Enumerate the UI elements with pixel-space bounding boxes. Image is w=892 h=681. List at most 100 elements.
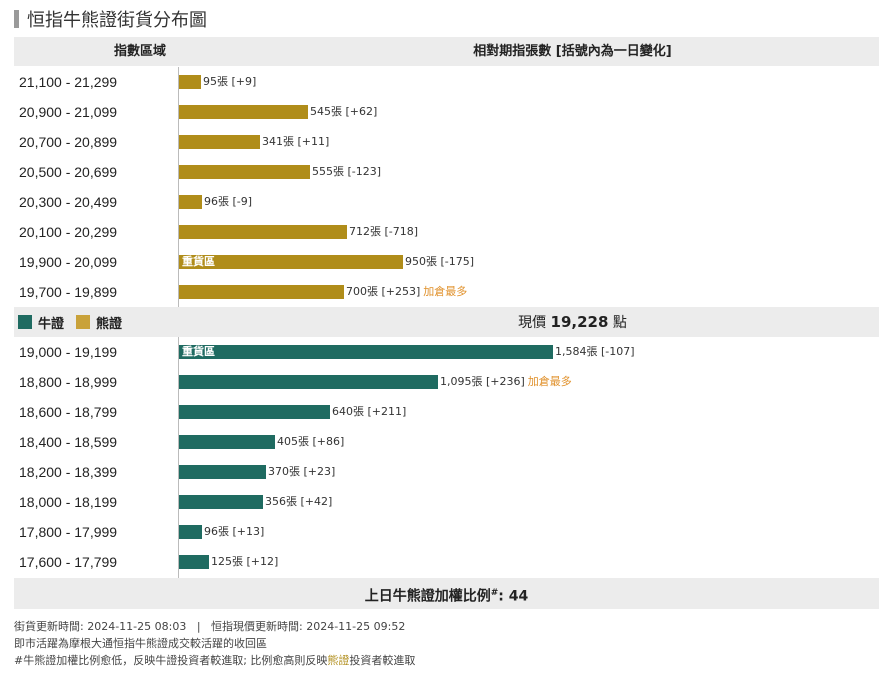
bear-row: 21,100 - 21,299 95張 [+9] [14, 67, 879, 97]
bear-bar [179, 285, 344, 299]
bull-range-label: 17,600 - 17,799 [19, 554, 118, 570]
bear-range-label: 20,700 - 20,899 [19, 134, 118, 150]
contracts-change-text: 96張 [+13] [204, 525, 265, 538]
footnote-ratio: #牛熊證加權比例愈低，反映牛證投資者較進取; 比例愈高則反映熊證投資者較進取 [14, 654, 416, 667]
bull-value-label: 370張 [+23] [268, 457, 335, 487]
bear-row: 20,100 - 20,299 712張 [-718] [14, 217, 879, 247]
contracts-change-text: 96張 [-9] [204, 195, 253, 208]
contracts-change-text: 712張 [-718] [349, 225, 419, 238]
bear-range-label: 19,900 - 20,099 [19, 254, 118, 270]
bull-range-label: 17,800 - 17,999 [19, 524, 118, 540]
weighted-ratio-row: 上日牛熊證加權比例#: 44 [14, 578, 879, 609]
update-times: 街貨更新時間: 2024-11-25 08:03 | 恒指現價更新時間: 202… [14, 620, 406, 633]
bear-bar [179, 75, 201, 89]
contracts-change-text: 545張 [+62] [310, 105, 378, 118]
bear-range-label: 20,100 - 20,299 [19, 224, 118, 240]
contracts-change-text: 405張 [+86] [277, 435, 345, 448]
bear-value-label: 96張 [-9] [204, 187, 252, 217]
bull-range-label: 18,200 - 18,399 [19, 464, 118, 480]
bull-row: 18,000 - 18,199 356張 [+42] [14, 487, 879, 517]
bull-value-label: 125張 [+12] [211, 547, 278, 577]
bear-value-label: 700張 [+253] 加倉最多 [346, 277, 467, 307]
contracts-change-text: 700張 [+253] [346, 285, 421, 298]
bear-range-label: 19,700 - 19,899 [19, 284, 118, 300]
legend: 牛證 熊證 [18, 307, 122, 337]
bear-value-label: 555張 [-123] [312, 157, 381, 187]
ratio-label: 上日牛熊證加權比例 [364, 588, 491, 605]
bull-bar: 重貨區 [179, 345, 553, 359]
contracts-change-text: 640張 [+211] [332, 405, 407, 418]
bear-value-label: 341張 [+11] [262, 127, 329, 157]
contracts-change-text: 125張 [+12] [211, 555, 279, 568]
bull-row: 18,400 - 18,599 405張 [+86] [14, 427, 879, 457]
legend-bear-label: 熊證 [96, 316, 123, 332]
bull-value-label: 1,095張 [+236] 加倉最多 [440, 367, 572, 397]
contracts-change-text: 341張 [+11] [262, 135, 330, 148]
bear-value-label: 950張 [-175] [405, 247, 474, 277]
bull-range-label: 19,000 - 19,199 [19, 344, 118, 360]
bull-bar [179, 525, 202, 539]
bull-row: 18,600 - 18,799 640張 [+211] [14, 397, 879, 427]
bull-range-label: 18,600 - 18,799 [19, 404, 118, 420]
heavy-zone-tag: 重貨區 [182, 345, 215, 358]
legend-bear-swatch [76, 315, 91, 329]
bear-range-label: 20,500 - 20,699 [19, 164, 118, 180]
contracts-change-text: 370張 [+23] [268, 465, 336, 478]
most-added-note: 加倉最多 [527, 375, 572, 388]
ratio-value: 44 [508, 588, 529, 605]
heavy-zone-tag: 重貨區 [182, 255, 215, 268]
header-index-range: 指數區域 [113, 44, 166, 59]
current-price: 現價 19,228 點 [266, 307, 879, 337]
bull-bar [179, 405, 330, 419]
price-label: 現價 [518, 315, 547, 331]
contracts-change-text: 95張 [+9] [203, 75, 257, 88]
bull-row: 18,800 - 18,999 1,095張 [+236] 加倉最多 [14, 367, 879, 397]
legend-bull-label: 牛證 [38, 316, 65, 332]
bull-row: 17,600 - 17,799 125張 [+12] [14, 547, 879, 577]
bear-row: 20,500 - 20,699 555張 [-123] [14, 157, 879, 187]
price-unit: 點 [612, 315, 627, 331]
bull-axis-line [178, 337, 179, 578]
bull-row: 18,200 - 18,399 370張 [+23] [14, 457, 879, 487]
contracts-change-text: 1,095張 [+236] [440, 375, 525, 388]
bull-bar [179, 435, 275, 449]
price-row: 牛證 熊證 現價 19,228 點 [14, 307, 879, 337]
bull-range-label: 18,400 - 18,599 [19, 434, 118, 450]
bear-row: 19,700 - 19,899 700張 [+253] 加倉最多 [14, 277, 879, 307]
chart-title: 恒指牛熊證街貨分布圖 [27, 10, 207, 31]
contracts-change-text: 356張 [+42] [265, 495, 333, 508]
bull-value-label: 405張 [+86] [277, 427, 344, 457]
bull-range-label: 18,800 - 18,999 [19, 374, 118, 390]
bull-value-label: 1,584張 [-107] [555, 337, 635, 367]
bear-value-label: 545張 [+62] [310, 97, 377, 127]
contracts-change-text: 1,584張 [-107] [555, 345, 635, 358]
contracts-change-text: 555張 [-123] [312, 165, 382, 178]
bear-range-label: 21,100 - 21,299 [19, 74, 118, 90]
bear-range-label: 20,300 - 20,499 [19, 194, 118, 210]
footnote-active-zone: 即市活躍為摩根大通恒指牛熊證成交較活躍的收回區 [14, 637, 267, 650]
bull-bar [179, 555, 209, 569]
header-contracts: 相對期指張數 [括號內為一日變化] [473, 44, 672, 59]
bear-value-label: 712張 [-718] [349, 217, 418, 247]
bear-row: 20,300 - 20,499 96張 [-9] [14, 187, 879, 217]
bear-bar: 重貨區 [179, 255, 403, 269]
bear-bar [179, 195, 202, 209]
bull-value-label: 640張 [+211] [332, 397, 406, 427]
table-header: 指數區域 相對期指張數 [括號內為一日變化] [14, 37, 879, 66]
bear-range-label: 20,900 - 21,099 [19, 104, 118, 120]
bull-bar [179, 495, 263, 509]
footnote-bear-highlight: 熊證 [327, 654, 350, 667]
most-added-note: 加倉最多 [423, 285, 468, 298]
bear-bar [179, 105, 308, 119]
bull-bar [179, 375, 438, 389]
chart-title-block: 恒指牛熊證街貨分布圖 [14, 6, 207, 32]
bear-row: 20,700 - 20,899 341張 [+11] [14, 127, 879, 157]
contracts-change-text: 950張 [-175] [405, 255, 475, 268]
footnotes: 街貨更新時間: 2024-11-25 08:03 | 恒指現價更新時間: 202… [14, 618, 415, 669]
price-value: 19,228 [550, 313, 609, 331]
bear-bar [179, 135, 260, 149]
bull-value-label: 356張 [+42] [265, 487, 332, 517]
bear-row: 20,900 - 21,099 545張 [+62] [14, 97, 879, 127]
bear-value-label: 95張 [+9] [203, 67, 256, 97]
bull-value-label: 96張 [+13] [204, 517, 264, 547]
